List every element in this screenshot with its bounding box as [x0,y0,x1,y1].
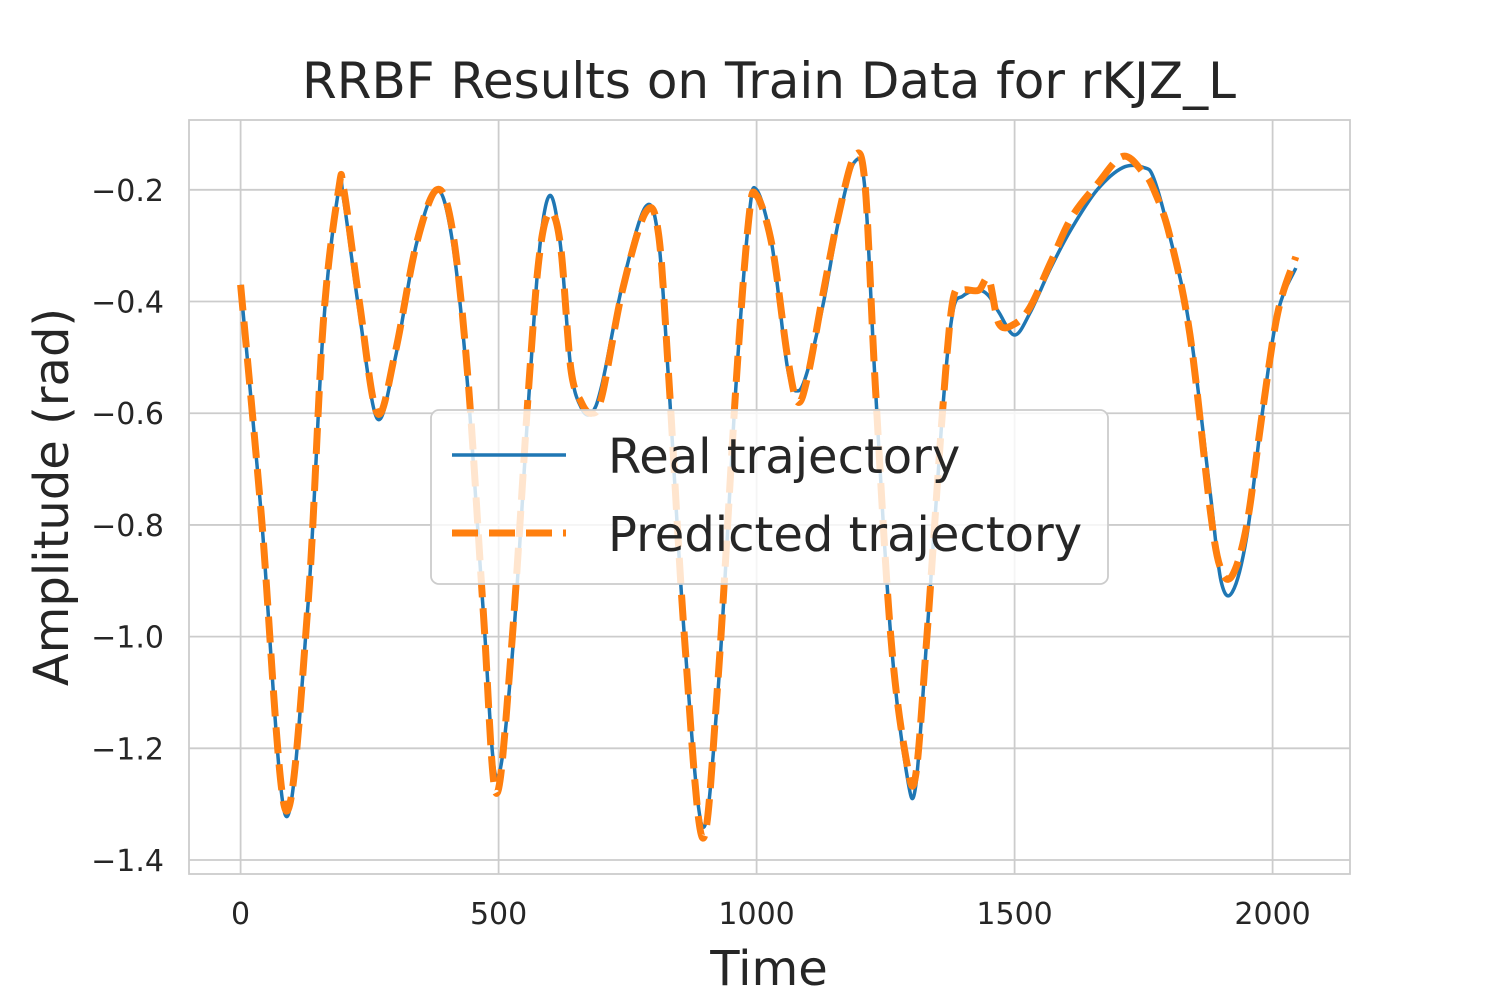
x-axis-label: Time [709,941,827,997]
x-tick-label: 2000 [1234,897,1310,932]
legend-label-predicted: Predicted trajectory [608,507,1082,563]
y-tick-label: −1.2 [91,732,164,767]
y-tick-label: −0.4 [91,286,164,321]
y-tick-labels: −0.2 −0.4 −0.6 −0.8 −1.0 −1.2 −1.4 [91,174,164,879]
y-tick-label: −1.0 [91,621,164,656]
x-tick-label: 1500 [976,897,1052,932]
x-tick-labels: 0 500 1000 1500 2000 [231,897,1311,932]
x-tick-label: 0 [231,897,250,932]
y-tick-label: −1.4 [91,844,164,879]
legend-label-real: Real trajectory [608,429,960,485]
x-tick-label: 1000 [718,897,794,932]
y-tick-label: −0.6 [91,397,164,432]
legend: Real trajectory Predicted trajectory [430,409,1109,585]
y-axis-label: Amplitude (rad) [24,308,80,686]
plot-area-frame [188,119,1351,875]
chart-title: RRBF Results on Train Data for rKJZ_L [302,52,1236,110]
legend-box [430,409,1109,585]
y-tick-label: −0.2 [91,174,164,209]
y-tick-label: −0.8 [91,509,164,544]
x-tick-label: 500 [470,897,527,932]
